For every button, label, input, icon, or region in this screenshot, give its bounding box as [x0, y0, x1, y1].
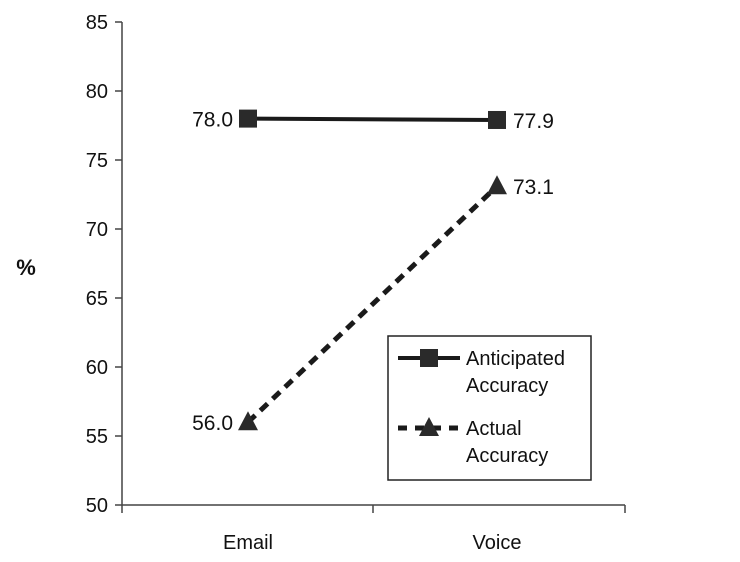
y-tick-label: 80 [86, 81, 108, 103]
data-label: 77.9 [513, 110, 554, 133]
data-point [488, 110, 506, 129]
y-tick-label: 85 [86, 12, 108, 34]
data-point [239, 109, 257, 128]
data-label: 73.1 [513, 176, 554, 199]
y-tick-label: 70 [86, 219, 108, 241]
series-line [246, 184, 499, 425]
data-point [487, 175, 507, 195]
y-tick-label: 75 [86, 150, 108, 172]
y-tick-label: 50 [86, 495, 108, 517]
series-line [247, 116, 498, 122]
legend-label: Actual [466, 418, 522, 440]
legend-label: Accuracy [466, 375, 548, 397]
y-axis-ticks: 50 55 60 65 70 75 80 85 [86, 12, 122, 517]
x-tick-label: Email [223, 532, 273, 554]
legend-label: Anticipated [466, 348, 565, 370]
y-tick-label: 65 [86, 288, 108, 310]
x-tick-label: Voice [473, 532, 522, 554]
chart-series: 78.0 77.9 56.0 73.1 [192, 109, 554, 436]
data-point [238, 411, 258, 431]
legend-marker [419, 417, 439, 436]
y-tick-label: 55 [86, 426, 108, 448]
y-axis-label: % [16, 255, 36, 280]
data-label: 78.0 [192, 109, 233, 132]
legend-marker [420, 349, 438, 367]
data-label: 56.0 [192, 412, 233, 435]
x-axis-ticks: Email Voice [121, 505, 626, 554]
legend-label: Accuracy [466, 445, 548, 467]
y-tick-label: 60 [86, 357, 108, 379]
chart-legend: Anticipated Accuracy Actual Accuracy [387, 335, 592, 481]
